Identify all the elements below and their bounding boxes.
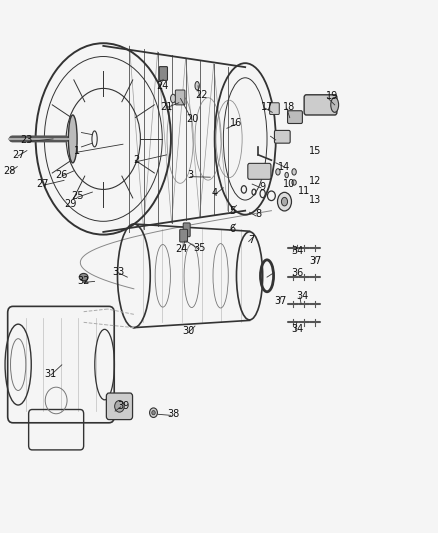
Text: 4: 4	[212, 188, 218, 198]
Text: 28: 28	[3, 166, 16, 176]
Text: 14: 14	[279, 161, 291, 172]
Text: 27: 27	[12, 150, 25, 160]
Ellipse shape	[276, 168, 280, 175]
Text: 31: 31	[45, 369, 57, 379]
FancyBboxPatch shape	[288, 111, 302, 124]
Text: 7: 7	[249, 235, 255, 245]
Text: 35: 35	[193, 243, 205, 253]
Text: 15: 15	[309, 146, 321, 156]
Ellipse shape	[285, 172, 288, 177]
Text: 5: 5	[229, 206, 235, 216]
Text: 24: 24	[156, 81, 169, 91]
FancyBboxPatch shape	[183, 223, 190, 237]
Text: 2: 2	[133, 155, 139, 165]
Ellipse shape	[170, 94, 176, 103]
FancyBboxPatch shape	[270, 103, 279, 115]
Text: 34: 34	[291, 324, 304, 334]
Ellipse shape	[152, 410, 155, 415]
FancyBboxPatch shape	[159, 67, 167, 80]
Text: 30: 30	[182, 326, 194, 336]
Text: 11: 11	[298, 186, 310, 196]
Text: 36: 36	[291, 268, 304, 278]
Ellipse shape	[282, 197, 288, 206]
Text: 1: 1	[74, 146, 80, 156]
Text: 10: 10	[283, 179, 295, 189]
Text: 27: 27	[36, 179, 49, 189]
FancyBboxPatch shape	[304, 95, 337, 115]
Ellipse shape	[331, 98, 339, 112]
Text: 29: 29	[64, 199, 77, 209]
Text: 3: 3	[187, 170, 194, 180]
Text: 33: 33	[113, 267, 125, 277]
Text: 17: 17	[261, 102, 273, 112]
Text: 6: 6	[229, 224, 235, 235]
Ellipse shape	[150, 408, 157, 417]
Text: 9: 9	[260, 182, 266, 192]
Ellipse shape	[79, 273, 88, 281]
Text: 13: 13	[309, 195, 321, 205]
Text: 19: 19	[326, 91, 339, 101]
Text: 37: 37	[274, 296, 286, 306]
Text: 12: 12	[309, 176, 321, 187]
Text: 23: 23	[21, 135, 33, 145]
FancyBboxPatch shape	[175, 90, 185, 105]
Ellipse shape	[68, 115, 77, 163]
Text: 34: 34	[291, 246, 304, 255]
Text: 39: 39	[117, 401, 129, 411]
Text: 32: 32	[78, 277, 90, 286]
Ellipse shape	[278, 192, 291, 211]
Text: 38: 38	[167, 409, 179, 419]
Text: 26: 26	[56, 170, 68, 180]
Text: 22: 22	[195, 90, 208, 100]
Text: 16: 16	[230, 118, 243, 128]
Ellipse shape	[292, 168, 296, 175]
Text: 37: 37	[309, 256, 321, 266]
Ellipse shape	[292, 180, 296, 185]
Text: 20: 20	[187, 114, 199, 124]
FancyBboxPatch shape	[106, 393, 133, 419]
Text: 24: 24	[176, 244, 188, 254]
Text: 34: 34	[296, 290, 308, 301]
Ellipse shape	[115, 400, 124, 412]
Text: 21: 21	[160, 102, 173, 112]
FancyBboxPatch shape	[275, 131, 290, 143]
Text: 8: 8	[255, 209, 261, 220]
FancyBboxPatch shape	[248, 164, 271, 179]
Text: 25: 25	[71, 191, 83, 201]
Ellipse shape	[195, 82, 199, 90]
FancyBboxPatch shape	[180, 229, 187, 242]
Text: 18: 18	[283, 102, 295, 112]
